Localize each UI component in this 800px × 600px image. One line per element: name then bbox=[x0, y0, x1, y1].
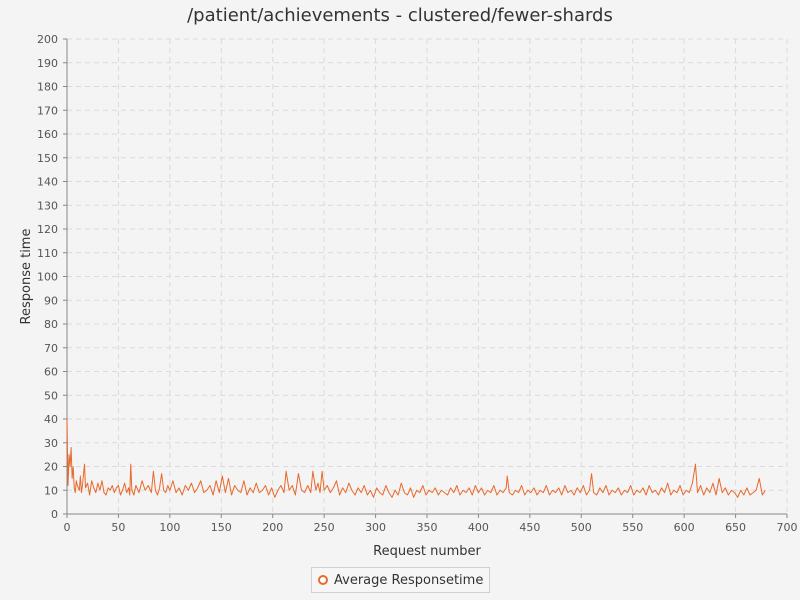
x-tick-label: 700 bbox=[777, 521, 798, 534]
y-tick-label: 40 bbox=[44, 413, 58, 426]
y-tick-label: 90 bbox=[44, 294, 58, 307]
y-tick-label: 100 bbox=[37, 271, 58, 284]
x-tick-label: 150 bbox=[211, 521, 232, 534]
y-tick-label: 140 bbox=[37, 176, 58, 189]
y-tick-label: 20 bbox=[44, 461, 58, 474]
grid bbox=[67, 38, 788, 514]
y-tick-label: 200 bbox=[37, 33, 58, 46]
x-tick-label: 250 bbox=[314, 521, 335, 534]
x-tick-label: 100 bbox=[159, 521, 180, 534]
y-tick-label: 150 bbox=[37, 152, 58, 165]
y-tick-label: 50 bbox=[44, 389, 58, 402]
y-tick-label: 70 bbox=[44, 342, 58, 355]
y-tick-label: 170 bbox=[37, 104, 58, 117]
x-tick-label: 300 bbox=[365, 521, 386, 534]
y-tick-label: 190 bbox=[37, 57, 58, 70]
x-tick-label: 500 bbox=[571, 521, 592, 534]
x-tick-label: 600 bbox=[674, 521, 695, 534]
x-tick-label: 550 bbox=[622, 521, 643, 534]
x-tick-label: 200 bbox=[262, 521, 283, 534]
y-tick-label: 30 bbox=[44, 437, 58, 450]
x-tick-label: 400 bbox=[468, 521, 489, 534]
y-tick-label: 80 bbox=[44, 318, 58, 331]
x-axis-label: Request number bbox=[373, 544, 481, 559]
series-line-average-responsetime bbox=[66, 418, 766, 498]
legend-label: Average Responsetime bbox=[334, 572, 484, 588]
y-tick-label: 160 bbox=[37, 128, 58, 141]
y-tick-label: 10 bbox=[44, 484, 58, 497]
legend: Average Responsetime bbox=[311, 567, 491, 593]
x-tick-label: 350 bbox=[417, 521, 438, 534]
y-axis-ticks: 0 10 20 30 40 50 60 70 80 90 100 110 120 130 140 150 160… bbox=[37, 33, 67, 521]
y-axis-label: Response time bbox=[19, 229, 34, 325]
y-tick-label: 0 bbox=[51, 508, 58, 521]
x-tick-label: 50 bbox=[111, 521, 125, 534]
y-tick-label: 180 bbox=[37, 81, 58, 94]
x-tick-label: 650 bbox=[725, 521, 746, 534]
y-tick-label: 60 bbox=[44, 366, 58, 379]
legend-circle-icon bbox=[318, 575, 328, 585]
x-tick-label: 450 bbox=[519, 521, 540, 534]
y-tick-label: 110 bbox=[37, 247, 58, 260]
chart-title: /patient/achievements - clustered/fewer-… bbox=[187, 5, 613, 26]
y-tick-label: 130 bbox=[37, 199, 58, 212]
x-tick-label: 0 bbox=[64, 521, 71, 534]
y-tick-label: 120 bbox=[37, 223, 58, 236]
x-axis-ticks: 0 50 100 150 200 250 300 350 400 450 500 550 600 650 7… bbox=[64, 514, 798, 534]
